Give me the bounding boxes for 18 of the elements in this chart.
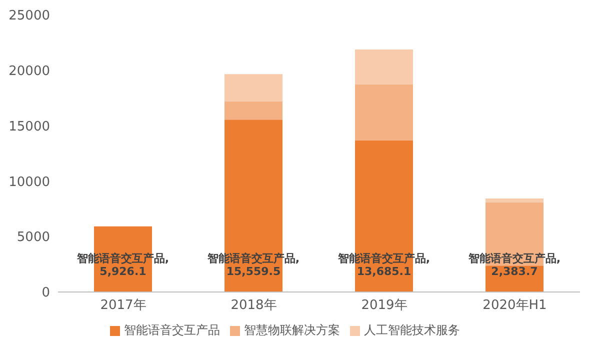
x-tick-label: 2020年H1 (482, 298, 547, 314)
y-tick-label: 0 (42, 286, 50, 301)
y-tick-label: 5000 (16, 230, 50, 246)
x-tick-label: 2018年 (230, 298, 277, 314)
bar (224, 74, 282, 102)
y-tick-label: 10000 (8, 174, 50, 190)
x-tick-label: 2017年 (100, 298, 146, 314)
bar (224, 101, 282, 120)
legend-label: 智能语音交互产品 (124, 323, 220, 337)
bar (355, 50, 413, 84)
y-tick-label: 20000 (8, 64, 50, 80)
bar (355, 84, 413, 140)
legend-label: 人工智能技术服务 (364, 323, 460, 337)
y-tick-label: 25000 (8, 8, 50, 24)
legend-label: 智慧物联解决方案 (244, 323, 340, 337)
bar (486, 198, 544, 202)
y-tick-label: 15000 (8, 119, 50, 134)
x-tick-label: 2019年 (361, 298, 408, 314)
